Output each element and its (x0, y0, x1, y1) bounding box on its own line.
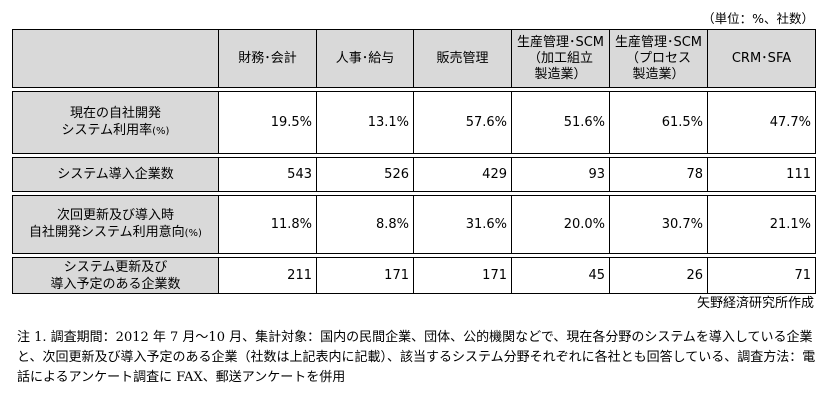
column-header: 生産管理･SCM （プロセス 製造業） (609, 29, 708, 88)
table-cell: 30.7% (609, 195, 708, 254)
column-header-line: 生産管理･SCM (614, 34, 703, 50)
table-cell: 211 (218, 257, 317, 294)
table-cell: 11.8% (218, 195, 317, 254)
table-cell: 171 (316, 257, 414, 294)
table-cell: 171 (413, 257, 512, 294)
row-label-text: 現在の自社開発 (69, 106, 161, 121)
survey-table: 財務･会計 人事･給与 販売管理 生産管理･SCM （加工組立 製造業） 生産管理･SCM （… (12, 29, 816, 294)
table-row: システム更新及び 導入予定のある企業数 211 171 171 45 26 71 (12, 257, 816, 294)
header-corner (12, 29, 219, 88)
table-cell: 93 (511, 157, 610, 192)
column-header-line: 製造業） (534, 66, 587, 82)
row-label-text: 次回更新及び導入時 (56, 208, 174, 223)
footnote: 注 1. 調査期間：2012 年 7 月～10 月、集計対象：国内の民間企業、団… (17, 330, 816, 385)
row-label: システム導入企業数 (12, 157, 219, 192)
column-header: 人事･給与 (316, 29, 414, 88)
table-cell: 61.5% (609, 91, 708, 154)
row-label: 次回更新及び導入時 自社開発システム利用意向(%) (12, 195, 219, 254)
column-header-line: （加工組立 (527, 50, 593, 66)
row-label-text: システム導入企業数 (57, 167, 174, 182)
table-cell: 111 (707, 157, 816, 192)
column-header: 販売管理 (413, 29, 512, 88)
column-header-line: 人事･給与 (335, 50, 395, 66)
table-cell: 26 (609, 257, 708, 294)
table-cell: 19.5% (218, 91, 317, 154)
column-header-line: 生産管理･SCM (516, 34, 605, 50)
column-header: 財務･会計 (218, 29, 317, 88)
row-label-text: システム利用率 (61, 123, 153, 138)
row-label-line: システム導入企業数 (13, 166, 218, 183)
table-cell: 45 (511, 257, 610, 294)
row-label-line: システム利用率(%) (13, 122, 218, 140)
column-header-line: 財務･会計 (238, 50, 297, 66)
table-cell: 526 (316, 157, 414, 192)
unit-note: （単位：%、社数） (702, 11, 814, 26)
table-cell: 57.6% (413, 91, 512, 154)
header-row: 財務･会計 人事･給与 販売管理 生産管理･SCM （加工組立 製造業） 生産管理･SCM （… (12, 29, 816, 88)
table-cell: 429 (413, 157, 512, 192)
row-label-unit: (%) (152, 126, 170, 137)
row-label-line: システム更新及び (13, 259, 218, 276)
table-cell: 21.1% (707, 195, 816, 254)
table-cell: 47.7% (707, 91, 816, 154)
row-label-line: 自社開発システム利用意向(%) (13, 224, 218, 242)
row-label-text: 自社開発システム利用意向 (29, 225, 185, 240)
table-cell: 31.6% (413, 195, 512, 254)
table-cell: 20.0% (511, 195, 610, 254)
row-label: システム更新及び 導入予定のある企業数 (12, 257, 219, 294)
column-header: 生産管理･SCM （加工組立 製造業） (511, 29, 610, 88)
row-label-line: 導入予定のある企業数 (13, 276, 218, 293)
table-row: 次回更新及び導入時 自社開発システム利用意向(%) 11.8% 8.8% 31.6% 20… (12, 195, 816, 254)
table-body: 財務･会計 人事･給与 販売管理 生産管理･SCM （加工組立 製造業） 生産管理･SCM （… (12, 29, 816, 294)
table-row: システム導入企業数 543 526 429 93 78 111 (12, 157, 816, 192)
table-cell: 543 (218, 157, 317, 192)
table-cell: 71 (707, 257, 816, 294)
column-header-line: 製造業） (632, 66, 685, 82)
column-header-line: CRM･SFA (731, 50, 792, 66)
column-header: CRM･SFA (707, 29, 816, 88)
source-credit: 矢野経済研究所作成 (696, 296, 814, 311)
table-cell: 13.1% (316, 91, 414, 154)
row-label-line: 次回更新及び導入時 (13, 207, 218, 224)
row-label: 現在の自社開発 システム利用率(%) (12, 91, 219, 154)
table-row: 現在の自社開発 システム利用率(%) 19.5% 13.1% 57.6% 51.6% 61.… (12, 91, 816, 154)
column-header-line: （プロセス (625, 50, 691, 66)
column-header-line: 販売管理 (436, 50, 489, 66)
table-cell: 78 (609, 157, 708, 192)
row-label-unit: (%) (184, 228, 202, 239)
table-cell: 8.8% (316, 195, 414, 254)
row-label-line: 現在の自社開発 (13, 105, 218, 122)
row-label-text: システム更新及び (63, 259, 168, 275)
row-label-text: 導入予定のある企業数 (50, 276, 181, 292)
table-cell: 51.6% (511, 91, 610, 154)
